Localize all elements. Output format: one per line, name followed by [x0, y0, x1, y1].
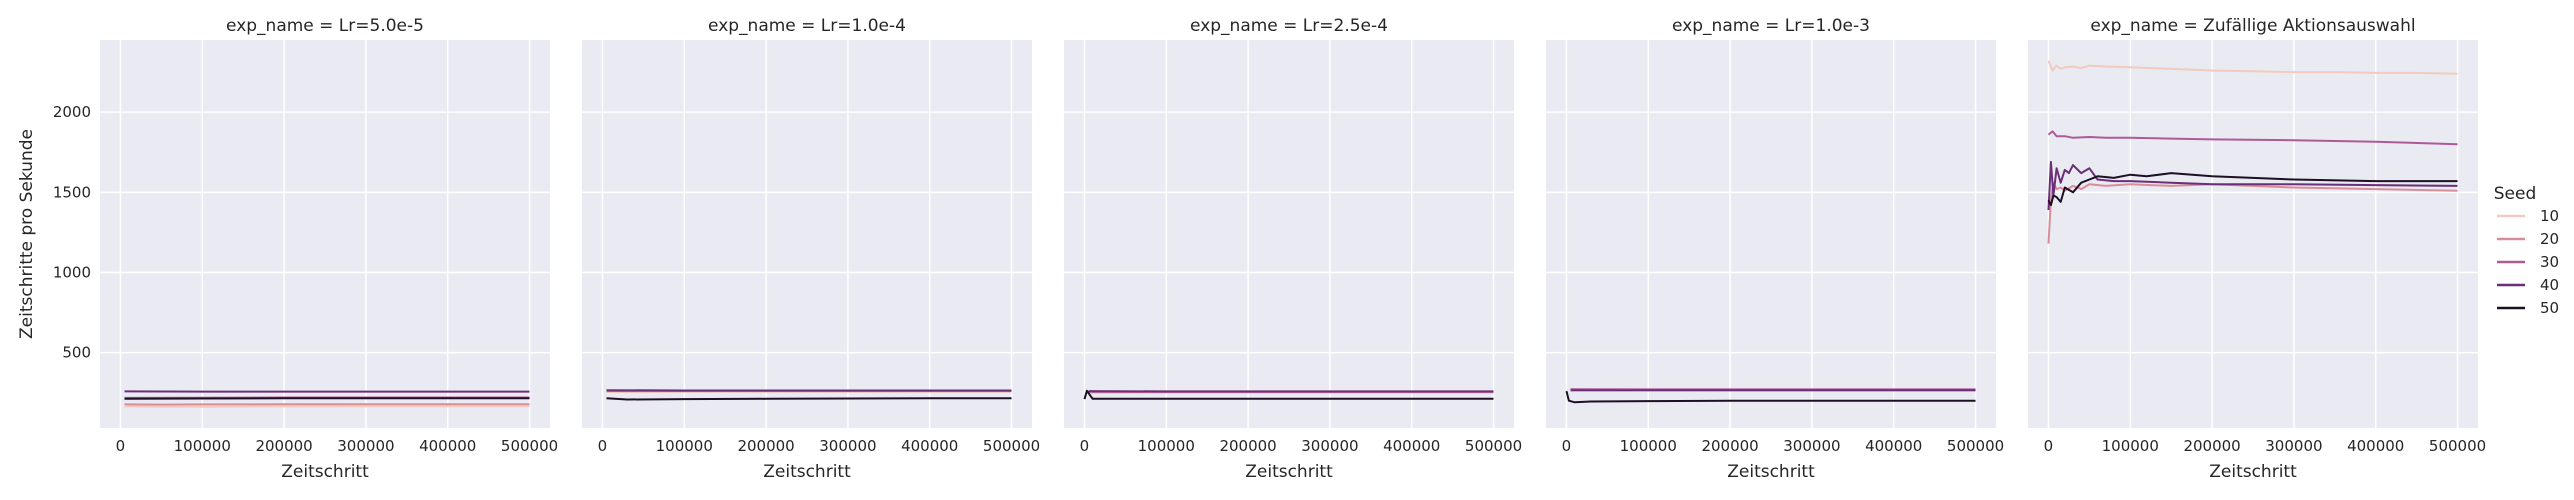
- x-tick-label: 0: [1080, 437, 1090, 455]
- facet-panel-5: exp_name = Zufällige Aktionsauswahl 0 1000…: [2028, 16, 2486, 482]
- panel-title: exp_name = Lr=2.5e-4: [1190, 16, 1388, 36]
- series-line-seed-10: [124, 405, 530, 408]
- x-tick-label: 100000: [656, 437, 713, 455]
- series-line-seed-30: [2047, 130, 2458, 146]
- plot-background: [1546, 40, 1996, 428]
- x-tick-label: 300000: [819, 437, 876, 455]
- x-tick-label: 500000: [1465, 437, 1522, 455]
- legend-label-seed-20: 20: [2540, 230, 2559, 248]
- x-tick-label: 0: [598, 437, 608, 455]
- panel-title: exp_name = Lr=1.0e-4: [708, 16, 906, 36]
- panel-title: exp_name = Zufällige Aktionsauswahl: [2090, 16, 2415, 36]
- x-tick-label: 300000: [1301, 437, 1358, 455]
- y-tick-label: 500: [62, 344, 91, 362]
- x-tick-label: 300000: [1783, 437, 1840, 455]
- x-tick-label: 500000: [983, 437, 1040, 455]
- x-tick-label: 100000: [1620, 437, 1677, 455]
- x-tick-label: 0: [1562, 437, 1572, 455]
- x-tick-label: 500000: [2429, 437, 2486, 455]
- x-tick-label: 400000: [901, 437, 958, 455]
- series-line-seed-40: [2047, 160, 2458, 211]
- panel-title: exp_name = Lr=1.0e-3: [1672, 16, 1870, 36]
- y-tick-label: 1500: [53, 183, 91, 201]
- x-tick-label: 200000: [255, 437, 312, 455]
- y-tick-label: 2000: [53, 103, 91, 121]
- x-tick-label: 100000: [1138, 437, 1195, 455]
- x-tick-label: 300000: [337, 437, 394, 455]
- panel-title: exp_name = Lr=5.0e-5: [226, 16, 424, 36]
- x-tick-label: 400000: [2347, 437, 2404, 455]
- facet-panel-4: exp_name = Lr=1.0e-3 0 100000 200000 300000 4…: [1546, 16, 2004, 482]
- x-tick-label: 200000: [737, 437, 794, 455]
- x-axis-label: Zeitschritt: [1245, 462, 1333, 482]
- x-tick-label: 0: [2044, 437, 2054, 455]
- series-line-seed-50: [2047, 172, 2458, 207]
- x-axis-label: Zeitschritt: [1727, 462, 1815, 482]
- x-tick-label: 100000: [174, 437, 231, 455]
- legend-label-seed-10: 10: [2540, 207, 2559, 225]
- plot-background: [582, 40, 1032, 428]
- series-line-seed-10: [2047, 60, 2458, 75]
- series-line-seed-50: [1083, 389, 1494, 400]
- x-tick-label: 500000: [501, 437, 558, 455]
- facet-panel-3: exp_name = Lr=2.5e-4 0 100000 200000 300000 4…: [1064, 16, 1522, 482]
- x-tick-label: 200000: [1701, 437, 1758, 455]
- legend-label-seed-30: 30: [2540, 253, 2559, 271]
- plot-background: [100, 40, 550, 428]
- x-axis-label: Zeitschritt: [763, 462, 851, 482]
- facet-panel-2: exp_name = Lr=1.0e-4 0 100000 200000 300000 4…: [582, 16, 1040, 482]
- x-tick-label: 400000: [1865, 437, 1922, 455]
- x-axis-label: Zeitschritt: [281, 462, 369, 482]
- legend-title: Seed: [2494, 184, 2537, 204]
- plot-background: [2028, 40, 2478, 428]
- y-axis-label: Zeitschritte pro Sekunde: [17, 129, 37, 339]
- x-tick-label: 400000: [1383, 437, 1440, 455]
- y-tick-label: 1000: [53, 263, 91, 281]
- x-tick-label: 300000: [2265, 437, 2322, 455]
- facet-panel-1: exp_name = Lr=5.0e-5 0 100000 200000 300000 4…: [53, 16, 558, 482]
- legend-label-seed-40: 40: [2540, 276, 2559, 294]
- x-tick-label: 200000: [2183, 437, 2240, 455]
- x-tick-label: 200000: [1219, 437, 1276, 455]
- plot-background: [1064, 40, 1514, 428]
- x-tick-label: 100000: [2102, 437, 2159, 455]
- x-axis-label: Zeitschritt: [2209, 462, 2297, 482]
- x-tick-label: 0: [116, 437, 126, 455]
- x-tick-label: 400000: [419, 437, 476, 455]
- series-line-seed-50: [606, 397, 1012, 401]
- series-line-seed-50: [1565, 390, 1976, 404]
- legend-label-seed-50: 50: [2540, 299, 2559, 317]
- x-tick-label: 500000: [1947, 437, 2004, 455]
